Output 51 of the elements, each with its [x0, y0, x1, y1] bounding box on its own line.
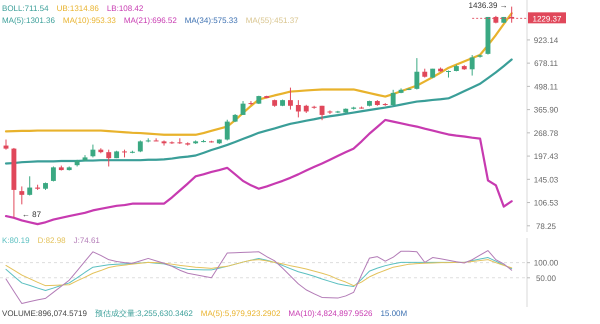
y-tick-label: 268.78: [534, 128, 559, 138]
y-tick-label: 498.11: [534, 82, 558, 92]
text: MA(10):4,824,897.9526: [288, 309, 374, 318]
annotation: MA(34):575.33: [184, 16, 238, 25]
candlestick: [414, 58, 420, 90]
line-series: [6, 250, 512, 304]
line-series: [6, 259, 512, 286]
y-tick-label: 100.00: [534, 258, 559, 268]
text: 15.00M: [380, 309, 408, 318]
y-tick-label: 923.14: [534, 36, 559, 45]
candlestick: [390, 89, 396, 106]
text: 预估成交量:3,255,630.3462: [94, 309, 194, 318]
candlestick: [320, 105, 324, 121]
text: K:80.19: [2, 236, 30, 245]
text: BOLL:711.54: [2, 4, 50, 13]
candlestick: [50, 166, 56, 182]
text: LB:108.42: [106, 4, 144, 13]
annotation: MA(5):1301.36: [2, 16, 56, 25]
y-tick-label: 197.43: [534, 152, 559, 162]
candlestick: [224, 119, 230, 141]
candlestick: [106, 149, 112, 167]
candlestick: [430, 68, 436, 79]
candlestick: [122, 149, 127, 158]
candlestick: [288, 87, 293, 110]
text: UB:1314.86: [56, 4, 100, 13]
y-tick-label: 50.00: [536, 274, 557, 283]
text: D:82.98: [38, 236, 66, 245]
candlestick: [90, 144, 96, 158]
y-tick-label: 106.53: [534, 198, 559, 208]
y-tick-label: 365.90: [534, 106, 559, 115]
line-series: [4, 118, 513, 226]
text: MA(5):5,979,923.2902: [200, 309, 281, 318]
ref-line-label: 1229.37: [532, 14, 562, 24]
candlestick: [240, 100, 246, 116]
series-label: J:74.61: [74, 236, 100, 245]
candlestick: [138, 140, 143, 153]
candlestick: [19, 186, 24, 205]
text: VOLUME:896,074.5719: [2, 309, 88, 318]
annotation: MA(21):696.52: [124, 16, 178, 25]
annotation: ← 87: [22, 210, 42, 219]
y-tick-label: 678.11: [534, 59, 558, 68]
annotation: MA(55):451.37: [246, 16, 300, 25]
candlestick: [27, 176, 32, 196]
y-tick-label: 145.03: [534, 175, 559, 184]
candlestick: [470, 54, 475, 76]
candlestick: [296, 100, 301, 118]
annotation: MA(10):953.33: [62, 16, 116, 25]
annotation: 1436.39 →: [468, 1, 508, 10]
candlestick: [4, 139, 8, 150]
y-tick-label: 78.25: [536, 222, 557, 231]
line-series: [4, 58, 513, 165]
